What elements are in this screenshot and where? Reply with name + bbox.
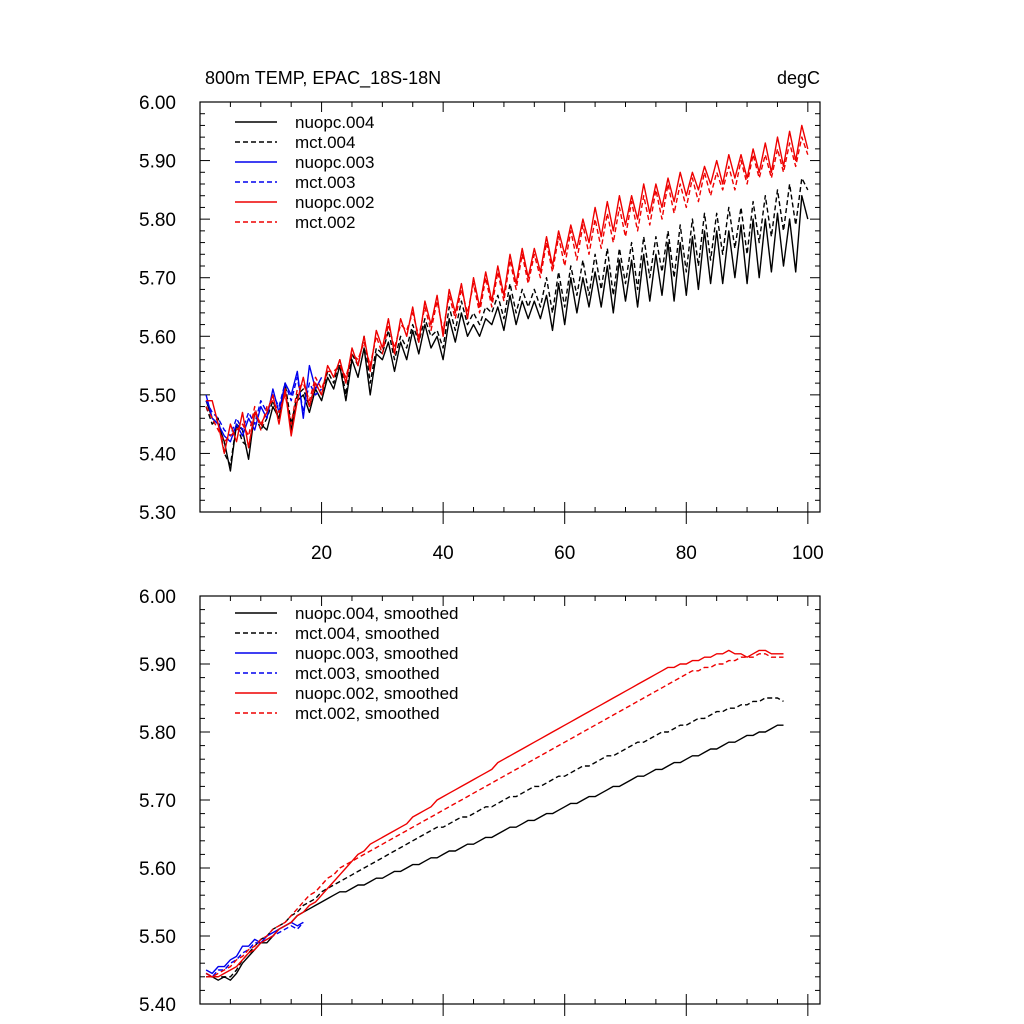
y-tick-label: 5.90 (139, 655, 176, 676)
x-tick-label: 60 (554, 543, 575, 564)
legend-label: nuopc.004, smoothed (295, 604, 459, 623)
legend-label: nuopc.004 (295, 113, 374, 132)
series-line-nuopc-004 (205, 194, 809, 472)
series-line-nuopc-002 (206, 124, 809, 455)
chart-title: 800m TEMP, EPAC_18S-18N (205, 68, 441, 89)
y-tick-label: 6.00 (139, 93, 176, 114)
y-tick-label: 5.40 (139, 995, 176, 1016)
y-tick-label: 5.30 (139, 503, 176, 524)
legend-label: mct.002, smoothed (295, 704, 440, 723)
plot-frame (199, 595, 821, 1005)
x-tick-label: 40 (433, 543, 454, 564)
series-line-nuopc-004-smoothed (206, 724, 784, 981)
y-tick-label: 5.90 (139, 152, 176, 173)
y-tick-label: 5.50 (139, 386, 176, 407)
y-tick-label: 5.50 (139, 927, 176, 948)
y-tick-label: 5.80 (139, 723, 176, 744)
legend-label: nuopc.002, smoothed (295, 684, 459, 703)
legend-label: mct.003, smoothed (295, 664, 440, 683)
series-line-mct-002-smoothed (206, 653, 784, 978)
y-tick-label: 5.70 (139, 269, 176, 290)
plot-frame (199, 101, 821, 513)
y-tick-label: 5.60 (139, 327, 176, 348)
x-tick-label: 100 (792, 543, 824, 564)
series-line-mct-002 (205, 136, 809, 443)
top-panel: 800m TEMP, EPAC_18S-18N degC 5.30 5.40 5.5… (139, 68, 824, 564)
legend-label: nuopc.002 (295, 193, 374, 212)
legend-label: nuopc.003 (295, 153, 374, 172)
units-label: degC (777, 68, 820, 88)
y-tick-label: 5.70 (139, 791, 176, 812)
y-tick-label: 5.60 (139, 859, 176, 880)
bottom-panel: 5.40 5.50 5.60 5.70 5.80 5.90 6.00 nuopc.004, s… (139, 587, 821, 1016)
series-line-nuopc-003 (205, 364, 323, 443)
series-line-mct-003-smoothed (205, 921, 304, 978)
series-line-nuopc-003-smoothed (205, 921, 304, 975)
y-tick-label: 5.40 (139, 444, 176, 465)
y-tick-label: 5.80 (139, 210, 176, 231)
series-line-nuopc-002-smoothed (205, 649, 784, 978)
legend-label: nuopc.003, smoothed (295, 644, 459, 663)
legend-label: mct.004, smoothed (295, 624, 440, 643)
y-tick-label: 6.00 (139, 587, 176, 608)
legend-label: mct.003 (295, 173, 355, 192)
legend-label: mct.002 (295, 213, 355, 232)
series-line-mct-003 (205, 376, 323, 437)
legend-label: mct.004 (295, 133, 355, 152)
series-line-mct-004-smoothed (205, 697, 784, 978)
series-line-mct-004 (205, 177, 809, 466)
x-tick-label: 80 (676, 543, 697, 564)
x-tick-label: 20 (311, 543, 332, 564)
